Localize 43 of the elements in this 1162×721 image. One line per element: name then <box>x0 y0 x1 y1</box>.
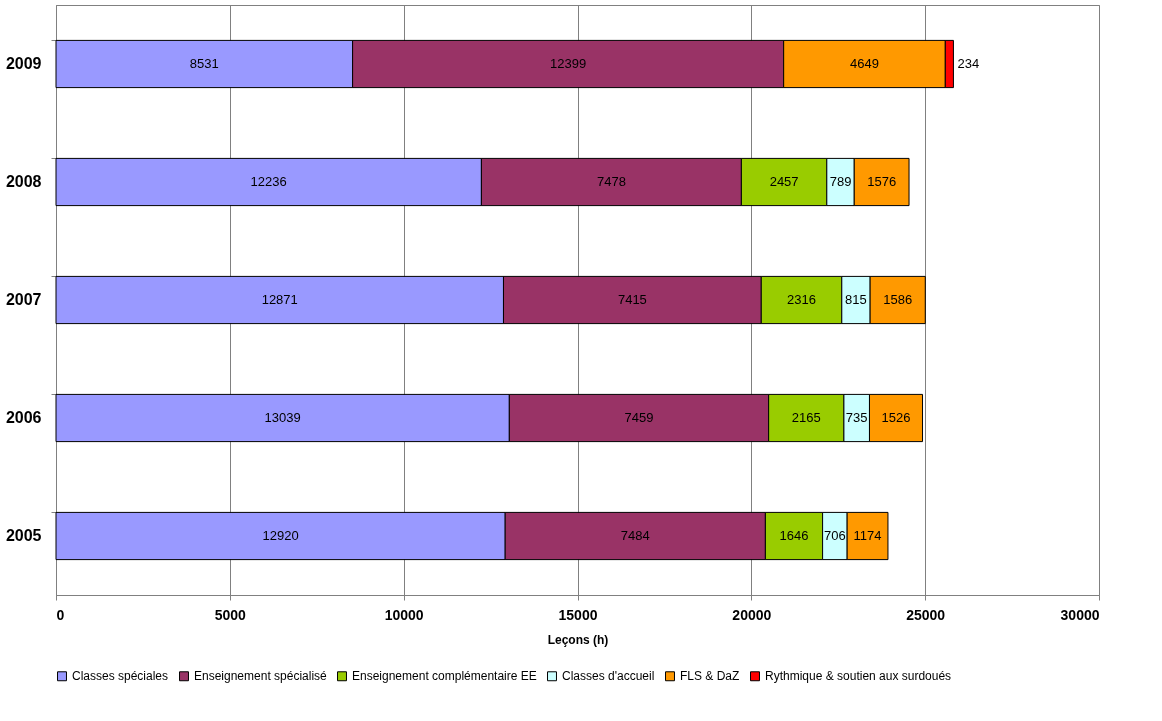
data-label: 706 <box>824 528 846 543</box>
y-tick-label: 2009 <box>5 55 42 72</box>
data-label: 13039 <box>264 410 301 425</box>
data-label: 815 <box>845 292 867 307</box>
data-label: 1586 <box>883 292 913 307</box>
legend-label: Classes spéciales <box>72 669 169 684</box>
y-tick-label: 2006 <box>5 409 42 426</box>
data-label: 1526 <box>881 410 911 425</box>
legend-label: Enseignement spécialisé <box>194 669 328 684</box>
data-label: 12871 <box>261 292 298 307</box>
data-label: 1174 <box>853 528 882 543</box>
y-tick-label: 2008 <box>5 173 42 190</box>
x-tick-label: 5000 <box>214 606 247 623</box>
data-label: 8531 <box>189 56 219 71</box>
y-tick-label: 2005 <box>5 527 42 544</box>
data-label: 12399 <box>550 56 587 71</box>
data-label: 234 <box>957 56 980 71</box>
data-label: 735 <box>845 410 868 425</box>
data-label: 12920 <box>262 528 299 543</box>
x-tick-label: 25000 <box>906 606 946 623</box>
data-label: 12236 <box>250 174 287 189</box>
data-label: 2316 <box>787 292 816 307</box>
x-tick-label: 0 <box>56 606 65 623</box>
x-tick-label: 20000 <box>732 606 772 623</box>
legend-label: FLS & DaZ <box>680 669 740 684</box>
x-tick-label: 10000 <box>384 606 424 623</box>
legend-label: Rythmique & soutien aux surdoués <box>765 669 952 684</box>
data-label: 7459 <box>624 410 654 425</box>
data-label: 789 <box>829 174 852 189</box>
legend-label: Classes d'accueil <box>562 669 655 684</box>
x-tick-label: 30000 <box>1060 606 1100 623</box>
data-label: 2457 <box>769 174 799 189</box>
data-label: 2165 <box>791 410 821 425</box>
x-axis-title: Leçons (h) <box>547 632 609 647</box>
data-label: 1576 <box>867 174 897 189</box>
legend-label: Enseignement complémentaire EE <box>352 669 537 684</box>
data-label: 4649 <box>850 56 879 71</box>
y-tick-label: 2007 <box>5 291 42 308</box>
data-label: 7478 <box>596 174 626 189</box>
data-label: 1646 <box>779 528 809 543</box>
x-tick-label: 15000 <box>558 606 598 623</box>
data-label: 7484 <box>620 528 650 543</box>
data-label: 7415 <box>617 292 647 307</box>
